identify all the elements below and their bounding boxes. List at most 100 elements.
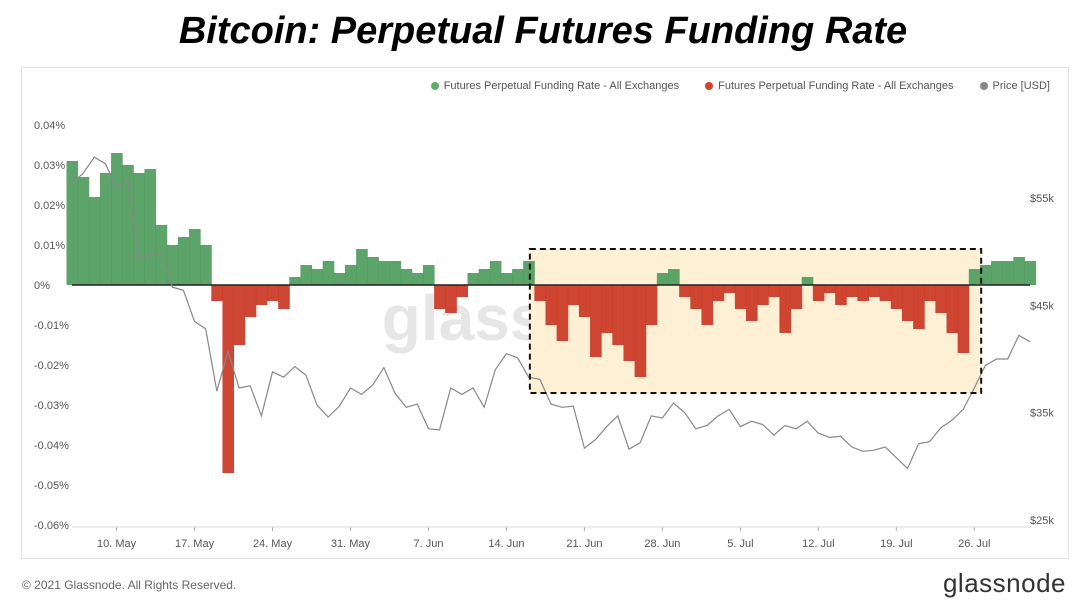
copyright-text: © 2021 Glassnode. All Rights Reserved. xyxy=(22,578,237,592)
y-right-tick: $25k xyxy=(1030,515,1054,527)
funding-bar-positive xyxy=(801,277,814,285)
funding-bar-positive xyxy=(177,237,190,285)
funding-bar-negative xyxy=(790,285,803,309)
legend-dot-negative xyxy=(705,82,714,90)
legend-label-positive: Futures Perpetual Funding Rate - All Exc… xyxy=(443,80,680,92)
funding-bar-negative xyxy=(267,285,279,301)
funding-bar-negative xyxy=(255,285,268,305)
funding-bar-positive xyxy=(1013,257,1025,285)
x-tick-label: 28. Jun xyxy=(644,538,680,550)
funding-bar-negative xyxy=(835,285,847,305)
funding-bar-negative xyxy=(734,285,747,309)
legend-item-price[interactable]: Price [USD] xyxy=(979,80,1050,92)
funding-bar-positive xyxy=(668,269,680,285)
funding-bar-positive xyxy=(991,261,1003,285)
funding-bar-positive xyxy=(111,153,123,285)
funding-bar-negative xyxy=(857,285,870,301)
funding-bar-positive xyxy=(378,261,391,285)
x-tick-label: 7. Jun xyxy=(413,538,443,550)
funding-bar-negative xyxy=(846,285,858,297)
funding-bar-positive xyxy=(322,261,335,285)
funding-bar-positive xyxy=(979,265,992,285)
chart-title: Bitcoin: Perpetual Futures Funding Rate xyxy=(178,10,908,52)
grid-layer xyxy=(72,526,1030,531)
legend-item-positive[interactable]: Futures Perpetual Funding Rate - All Exc… xyxy=(430,80,680,92)
funding-bar-negative xyxy=(567,285,580,305)
funding-bar-negative xyxy=(957,285,970,353)
funding-bar-positive xyxy=(356,249,368,285)
funding-bar-positive xyxy=(300,265,313,285)
funding-bar-negative xyxy=(233,285,246,345)
x-tick-label: 24. May xyxy=(253,538,293,550)
funding-bar-positive xyxy=(344,265,357,285)
funding-bar-positive xyxy=(367,257,379,285)
y-left-tick: 0.01% xyxy=(34,240,65,252)
x-tick-label: 5. Jul xyxy=(727,538,753,550)
x-tick-label: 26. Jul xyxy=(958,538,990,550)
funding-bar-positive xyxy=(489,261,502,285)
funding-bar-negative xyxy=(534,285,546,301)
y-right-tick: $55k xyxy=(1030,193,1054,205)
funding-bar-positive xyxy=(1002,261,1014,285)
legend: Futures Perpetual Funding Rate - All Exc… xyxy=(430,80,1050,92)
y-left-tick: 0.02% xyxy=(34,200,65,212)
funding-bar-positive xyxy=(523,261,535,285)
funding-bar-negative xyxy=(634,285,647,377)
funding-bar-negative xyxy=(924,285,936,301)
y-left-tick: -0.02% xyxy=(34,360,69,372)
funding-bar-positive xyxy=(289,277,301,285)
highlight-box xyxy=(528,248,983,394)
y-left-tick: -0.03% xyxy=(34,400,69,412)
funding-bar-negative xyxy=(244,285,257,317)
legend-label-price: Price [USD] xyxy=(992,80,1050,92)
chart-frame xyxy=(21,67,1069,559)
x-tick-label: 12. Jul xyxy=(802,538,834,550)
x-tick-label: 17. May xyxy=(175,538,215,550)
funding-bar-negative xyxy=(434,285,446,309)
funding-bar-positive xyxy=(478,269,491,285)
funding-bar-negative xyxy=(712,285,725,301)
funding-bar-positive xyxy=(656,273,669,285)
funding-bar-positive xyxy=(122,165,134,285)
x-tick-label: 14. Jun xyxy=(488,538,524,550)
funding-bar-negative xyxy=(768,285,780,297)
funding-bar-positive xyxy=(99,173,112,285)
funding-bar-positive xyxy=(311,269,324,285)
legend-item-negative[interactable]: Futures Perpetual Funding Rate - All Exc… xyxy=(705,80,954,92)
axis-layer: 0.04% 0.03% 0.02% 0.01% 0% -0.01% -0.02% -0.03%… xyxy=(34,120,1054,550)
funding-bar-negative xyxy=(645,285,658,325)
funding-bar-negative xyxy=(701,285,714,325)
funding-bar-negative xyxy=(445,285,457,313)
funding-bar-positive xyxy=(200,245,212,285)
funding-bar-negative xyxy=(913,285,925,329)
funding-bar-positive xyxy=(333,273,346,285)
funding-bar-negative xyxy=(278,285,290,309)
funding-bar-negative xyxy=(757,285,769,305)
funding-bar-negative xyxy=(211,285,223,301)
legend-dot-price xyxy=(979,82,988,90)
legend-label-negative: Futures Perpetual Funding Rate - All Exc… xyxy=(718,80,954,92)
y-right-tick: $35k xyxy=(1030,408,1054,420)
glassnode-logo[interactable]: glassnode xyxy=(942,568,1066,598)
funding-bar-positive xyxy=(422,265,435,285)
funding-bar-positive xyxy=(411,273,424,285)
funding-bar-negative xyxy=(456,285,468,297)
x-tick-label: 19. Jul xyxy=(880,538,912,550)
funding-bar-negative xyxy=(935,285,947,313)
x-tick-label: 31. May xyxy=(331,538,371,550)
legend-dot-positive xyxy=(430,82,439,90)
funding-bar-positive xyxy=(968,269,981,285)
funding-bar-negative xyxy=(823,285,836,293)
y-left-tick: 0.04% xyxy=(34,120,65,132)
y-left-tick: -0.01% xyxy=(34,320,69,332)
funding-bar-negative xyxy=(590,285,602,357)
funding-bar-positive xyxy=(66,161,79,285)
funding-bar-negative xyxy=(890,285,903,309)
funding-bar-negative xyxy=(946,285,959,333)
y-right-tick: $45k xyxy=(1030,300,1054,312)
funding-bar-negative xyxy=(879,285,892,301)
funding-bar-negative xyxy=(690,285,702,309)
funding-bar-positive xyxy=(1024,261,1037,285)
funding-bar-positive xyxy=(88,197,101,285)
